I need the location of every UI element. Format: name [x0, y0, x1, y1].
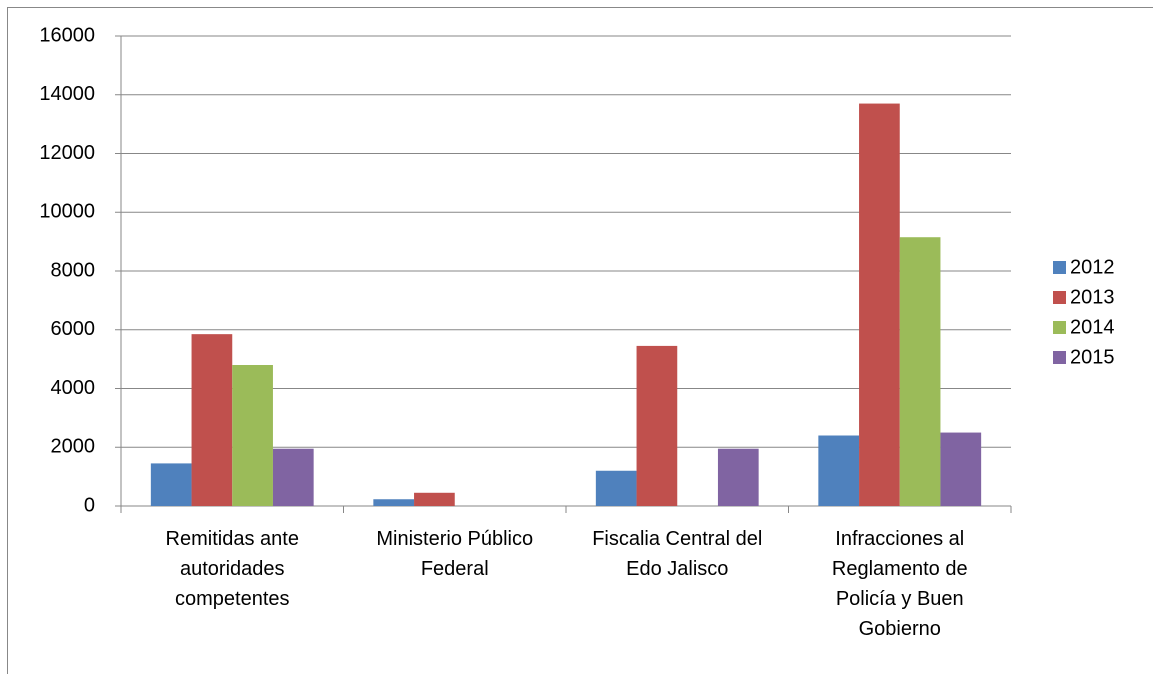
legend-swatch	[1053, 261, 1066, 274]
y-tick-label: 2000	[51, 436, 96, 458]
y-tick-label: 14000	[39, 83, 95, 105]
x-tick-label: Ministerio Público Federal	[376, 528, 534, 580]
bar	[373, 499, 415, 506]
bar	[899, 237, 941, 506]
x-tick-label: Fiscalia Central del Edo Jalisco	[592, 528, 763, 580]
bar	[150, 463, 192, 506]
legend-swatch	[1053, 291, 1066, 304]
bar	[717, 448, 759, 506]
y-tick-label: 10000	[39, 201, 95, 223]
x-tick-label: Remitidas ante autoridades competentes	[165, 528, 299, 610]
y-tick-label: 8000	[51, 259, 96, 281]
legend-label: 2013	[1070, 286, 1115, 308]
y-tick-label: 0	[84, 494, 95, 516]
bar	[191, 334, 233, 506]
bar	[940, 432, 982, 506]
bar	[818, 435, 860, 506]
bar	[595, 470, 637, 506]
y-tick-label: 12000	[39, 142, 95, 164]
bar	[414, 492, 455, 506]
legend-label: 2015	[1070, 346, 1115, 368]
legend-label: 2014	[1070, 316, 1115, 338]
chart-border	[7, 7, 1153, 674]
legend-label: 2012	[1070, 256, 1115, 278]
y-tick-label: 4000	[51, 377, 96, 399]
y-tick-label: 6000	[51, 318, 96, 340]
legend-swatch	[1053, 351, 1066, 364]
bar	[636, 345, 678, 506]
bar	[272, 448, 314, 506]
bar	[859, 103, 900, 506]
y-tick-label: 16000	[39, 24, 95, 46]
legend-swatch	[1053, 321, 1066, 334]
bar	[232, 365, 273, 506]
x-tick-label: Infracciones al Reglamento de Policía y …	[831, 528, 968, 640]
